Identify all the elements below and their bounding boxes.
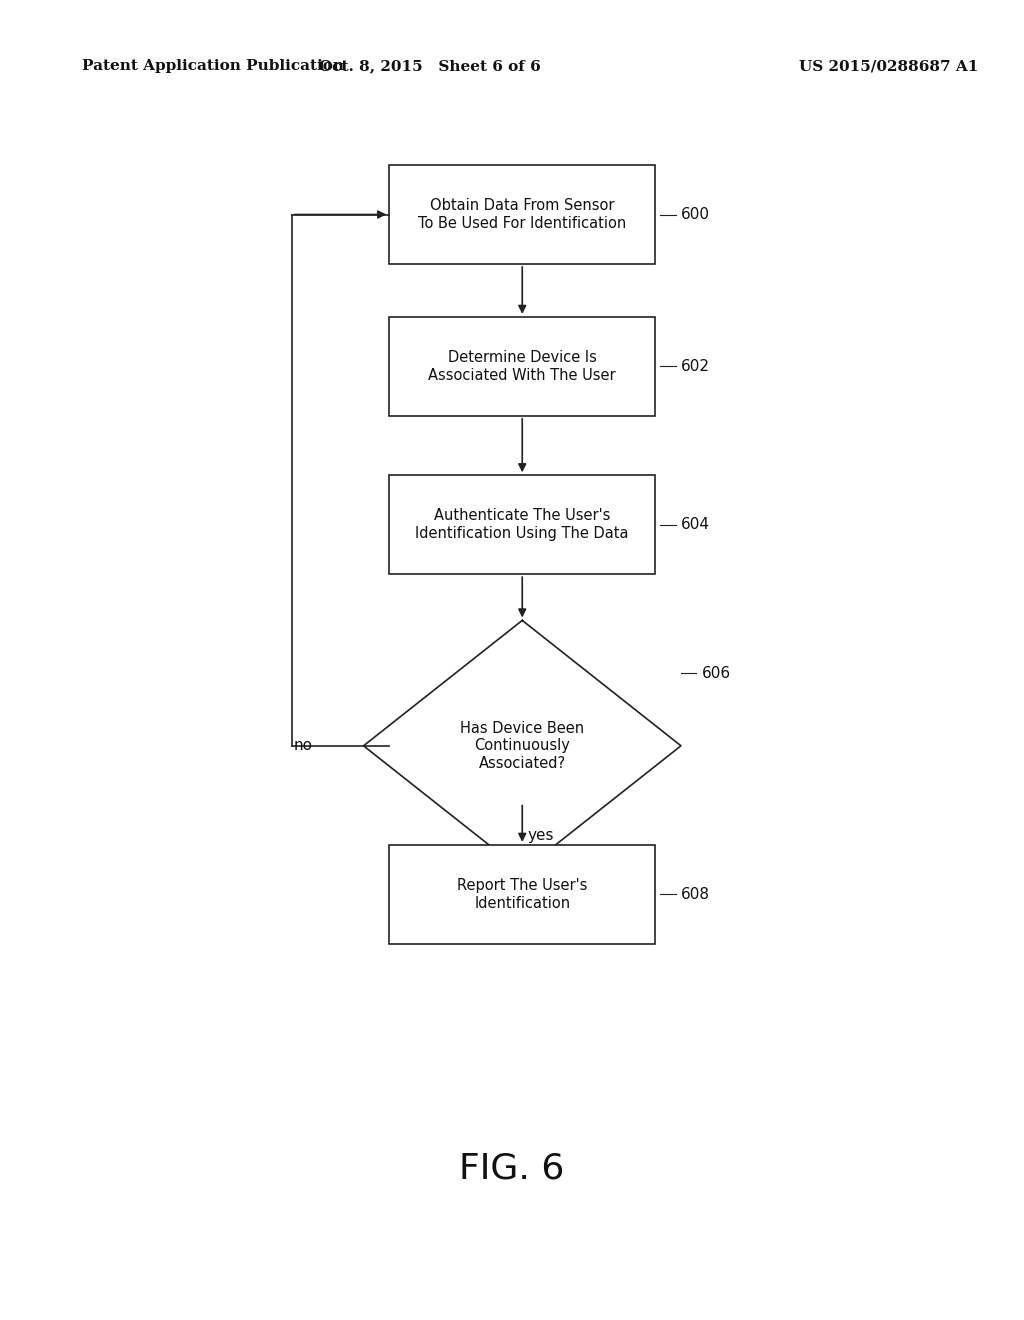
- Text: yes: yes: [527, 828, 554, 842]
- Text: no: no: [293, 738, 312, 754]
- Text: Report The User's
Identification: Report The User's Identification: [457, 878, 588, 911]
- Text: 600: 600: [681, 207, 710, 222]
- Text: 608: 608: [681, 887, 710, 902]
- FancyBboxPatch shape: [389, 317, 655, 416]
- Text: Patent Application Publication: Patent Application Publication: [82, 59, 344, 74]
- FancyBboxPatch shape: [389, 165, 655, 264]
- FancyBboxPatch shape: [389, 475, 655, 574]
- Polygon shape: [364, 620, 681, 871]
- Text: Authenticate The User's
Identification Using The Data: Authenticate The User's Identification U…: [416, 508, 629, 541]
- Text: 604: 604: [681, 517, 710, 532]
- Text: US 2015/0288687 A1: US 2015/0288687 A1: [799, 59, 978, 74]
- Text: 606: 606: [701, 665, 730, 681]
- Text: 602: 602: [681, 359, 710, 374]
- Text: Determine Device Is
Associated With The User: Determine Device Is Associated With The …: [428, 350, 616, 383]
- Text: Has Device Been
Continuously
Associated?: Has Device Been Continuously Associated?: [460, 721, 585, 771]
- FancyBboxPatch shape: [389, 845, 655, 944]
- Text: FIG. 6: FIG. 6: [460, 1151, 564, 1185]
- Text: Oct. 8, 2015   Sheet 6 of 6: Oct. 8, 2015 Sheet 6 of 6: [319, 59, 541, 74]
- Text: Obtain Data From Sensor
To Be Used For Identification: Obtain Data From Sensor To Be Used For I…: [418, 198, 627, 231]
